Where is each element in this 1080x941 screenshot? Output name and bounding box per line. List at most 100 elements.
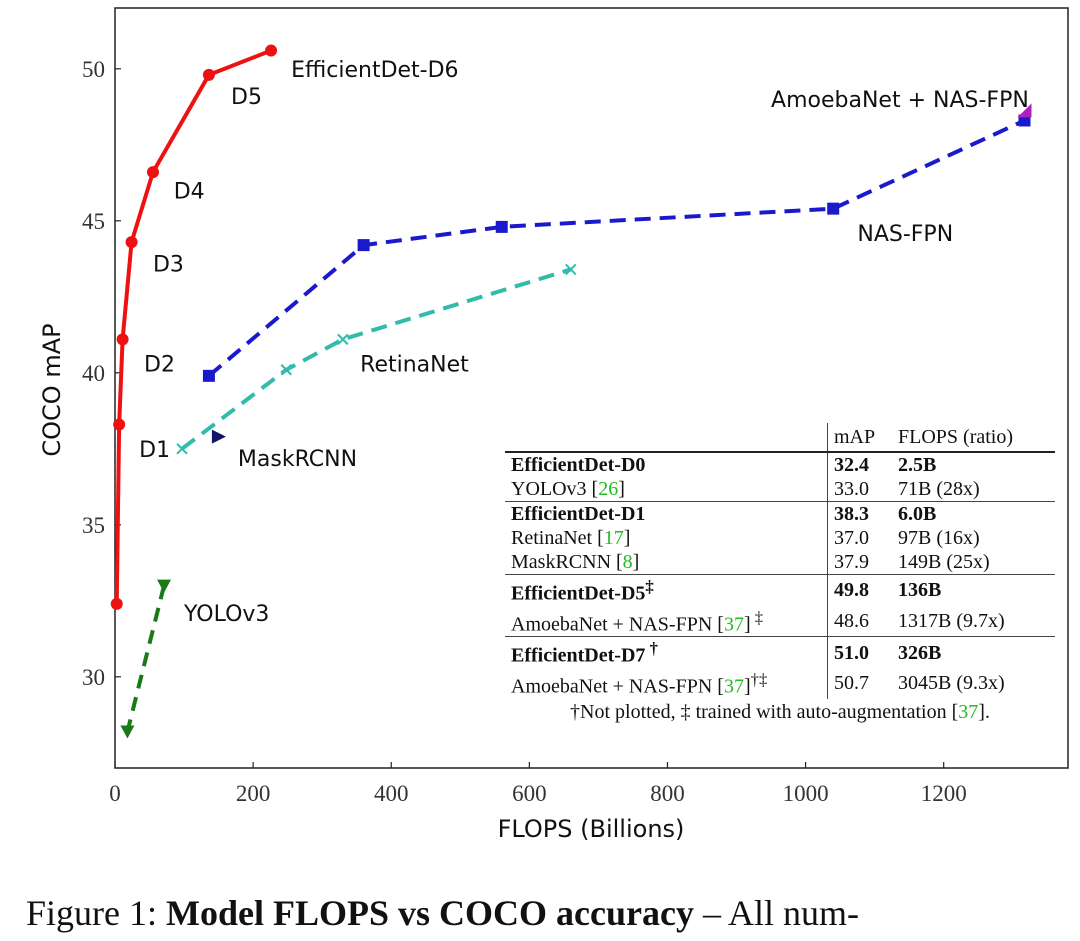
effdet-data-point: [146, 166, 159, 179]
y-tick-label: 40: [82, 361, 105, 386]
table-row: RetinaNet [17] 37.0 97B (16x): [505, 526, 1055, 550]
series-label: AmoebaNet + NAS-FPN: [771, 88, 1029, 113]
series-label: D3: [153, 252, 184, 277]
x-tick-label: 1000: [783, 781, 829, 806]
table-row: EfficientDet-D1 38.3 6.0B: [505, 501, 1055, 526]
footnote-marker: †‡: [750, 669, 768, 689]
citation-ref: 26: [598, 478, 619, 500]
x-tick-label: 400: [374, 781, 409, 806]
caption-suffix: – All num-: [693, 893, 859, 933]
effdet-data-point: [113, 418, 126, 431]
series-label: D4: [174, 179, 205, 204]
retinanet-data-point: [280, 364, 292, 376]
citation-ref: 8: [622, 551, 633, 573]
series-label: YOLOv3: [183, 602, 269, 627]
map-cell: 38.3: [827, 501, 892, 526]
axis-ticks: 0 200 400 600 800 1000 1200 30 35 40 45 50: [82, 57, 967, 806]
effdet-data-point: [125, 236, 138, 249]
effdet-data-point: [110, 597, 123, 610]
table-row: EfficientDet-D5‡ 49.8 136B: [505, 573, 1055, 606]
nasfpn-data-point: [1018, 114, 1031, 127]
map-cell: 51.0: [827, 636, 892, 668]
map-cell: 48.6: [827, 605, 892, 637]
y-tick-label: 30: [82, 665, 105, 690]
model-name-cell: EfficientDet-D5‡: [505, 573, 828, 606]
model-name-cell: EfficientDet-D0: [505, 451, 828, 477]
flops-cell: 326B: [892, 636, 1055, 668]
nasfpn-data-point: [357, 239, 370, 252]
table-row: YOLOv3 [26] 33.0 71B (28x): [505, 477, 1055, 502]
nasfpn-data-point: [495, 220, 508, 233]
y-tick-label: 45: [82, 209, 105, 234]
flops-cell: 71B (28x): [898, 478, 980, 500]
series-label: EfficientDet-D6: [291, 58, 458, 83]
retinanet-data-point: [337, 333, 349, 346]
flops-cell: 1317B (9.7x): [898, 609, 1005, 632]
model-name-cell: EfficientDet-D7 †: [505, 636, 828, 668]
flops-cell: 6.0B: [892, 501, 1055, 526]
flops-cell: 149B (25x): [898, 551, 990, 573]
citation-ref: 17: [603, 527, 624, 549]
x-tick-label: 1200: [921, 781, 967, 806]
map-cell: 49.8: [827, 573, 892, 606]
y-axis-title: COCO mAP: [38, 323, 66, 456]
table-row: AmoebaNet + NAS-FPN [37]†‡ 50.7 3045B (9.3…: [505, 667, 1055, 699]
map-cell: 37.9: [827, 550, 892, 575]
nasfpn-data-point: [202, 369, 215, 382]
table-header-flops: FLOPS (ratio): [892, 423, 1055, 453]
table-header-row: mAP FLOPS (ratio): [505, 423, 1055, 453]
table-footnote: †Not plotted, ‡ trained with auto-augmen…: [505, 699, 1055, 724]
series-label: D5: [231, 85, 262, 110]
effdet-data-point: [265, 44, 278, 57]
footnote-text: †Not plotted, ‡ trained with auto-augmen…: [570, 700, 959, 723]
table-header-model: [505, 423, 828, 453]
amoeba-data-point: [1017, 103, 1032, 118]
map-cell: 32.4: [827, 451, 892, 477]
yolov3-series-line: [125, 585, 166, 733]
footnote-marker: †: [645, 639, 658, 659]
effdet-series-line: [114, 48, 272, 604]
retinanet-data-point: [565, 263, 577, 276]
annotation-layer: EfficientDet-D6 D5 D4 D3 D2 D1 AmoebaNet + NAS…: [139, 58, 1029, 627]
effdet-data-point: [202, 68, 215, 81]
model-name-cell: AmoebaNet + NAS-FPN [37] ‡: [511, 607, 764, 636]
yolov3-data-point: [120, 725, 135, 739]
x-tick-label: 200: [236, 781, 271, 806]
flops-cell: 2.5B: [892, 451, 1055, 477]
map-cell: 37.0: [827, 526, 892, 550]
table-header-map: mAP: [827, 423, 892, 453]
nasfpn-data-point: [827, 202, 840, 215]
table-row: EfficientDet-D7 † 51.0 326B: [505, 636, 1055, 668]
model-name-cell: EfficientDet-D1: [505, 501, 828, 526]
series-label: NAS-FPN: [857, 222, 953, 247]
flops-cell: 3045B (9.3x): [898, 672, 1005, 695]
model-name-cell: YOLOv3 [26]: [511, 478, 625, 500]
x-axis-title: FLOPS (Billions): [498, 815, 685, 843]
table-row: EfficientDet-D0 32.4 2.5B: [505, 451, 1055, 477]
plot-frame: [114, 7, 1069, 769]
chart-area: 0 200 400 600 800 1000 1200 30 35 40 45 50 Efficien…: [38, 7, 1069, 843]
y-tick-label: 50: [82, 57, 105, 82]
series-label: D2: [144, 353, 175, 378]
flops-cell: 136B: [892, 573, 1055, 606]
map-cell: 33.0: [827, 477, 892, 502]
x-tick-label: 600: [512, 781, 547, 806]
footnote-marker: ‡: [750, 607, 764, 627]
series-label: RetinaNet: [360, 353, 469, 378]
x-tick-label: 0: [109, 781, 121, 806]
nasfpn-series-line: [207, 118, 1026, 378]
flops-cell: 97B (16x): [898, 527, 980, 549]
model-name-cell: MaskRCNN [8]: [511, 551, 640, 573]
footnote-marker: ‡: [645, 577, 654, 596]
effdet-data-point: [116, 333, 129, 346]
figure-caption: Figure 1: Model FLOPS vs COCO accuracy –…: [26, 892, 859, 934]
table-row: AmoebaNet + NAS-FPN [37] ‡ 48.6 1317B (9.7…: [505, 605, 1055, 637]
footnote-ref: 37: [958, 700, 979, 723]
caption-title: Model FLOPS vs COCO accuracy: [166, 893, 694, 933]
retinanet-series-line: [180, 267, 572, 451]
x-tick-label: 800: [650, 781, 685, 806]
retinanet-data-point: [176, 443, 188, 455]
table-row: MaskRCNN [8] 37.9 149B (25x): [505, 550, 1055, 575]
model-name-cell: AmoebaNet + NAS-FPN [37]†‡: [511, 669, 768, 698]
map-cell: 50.7: [827, 667, 892, 699]
